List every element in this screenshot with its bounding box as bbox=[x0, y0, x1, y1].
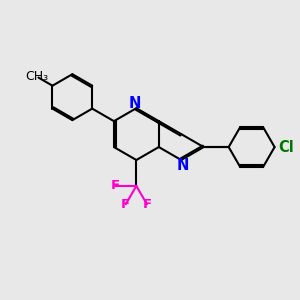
Text: CH₃: CH₃ bbox=[25, 70, 48, 83]
Text: Cl: Cl bbox=[278, 140, 294, 154]
Text: F: F bbox=[121, 198, 130, 211]
Text: N: N bbox=[129, 96, 141, 111]
Text: N: N bbox=[176, 158, 189, 172]
Text: F: F bbox=[111, 179, 120, 192]
Text: F: F bbox=[142, 198, 152, 211]
